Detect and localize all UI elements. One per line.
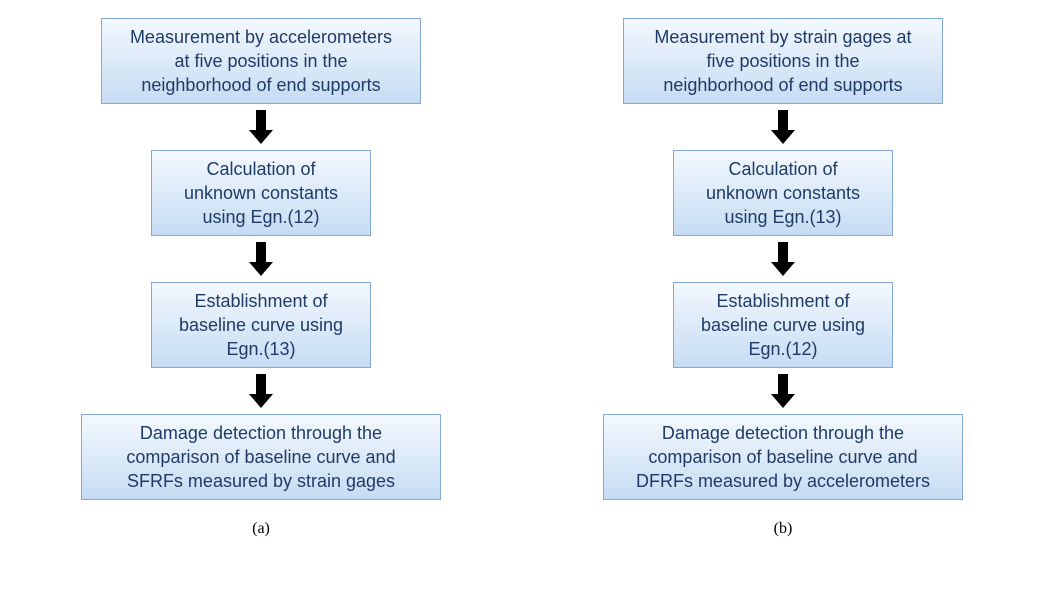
- flow-arrow: [771, 242, 795, 276]
- flow-arrow: [249, 242, 273, 276]
- flow-arrow: [771, 110, 795, 144]
- flow-node: Establishment of baseline curve using Eg…: [673, 282, 893, 368]
- flow-node: Measurement by strain gages at five posi…: [623, 18, 943, 104]
- column-caption: (a): [252, 520, 270, 538]
- flow-arrow: [771, 374, 795, 408]
- flow-node: Damage detection through the comparison …: [81, 414, 441, 500]
- column-caption: (b): [774, 520, 793, 538]
- flowchart-column-a: Measurement by accelerometers at five po…: [31, 18, 491, 538]
- flowchart-column-b: Measurement by strain gages at five posi…: [553, 18, 1013, 538]
- flow-node: Calculation of unknown constants using E…: [673, 150, 893, 236]
- flow-node: Establishment of baseline curve using Eg…: [151, 282, 371, 368]
- flow-node: Damage detection through the comparison …: [603, 414, 963, 500]
- flow-arrow: [249, 374, 273, 408]
- flow-arrow: [249, 110, 273, 144]
- flow-node: Measurement by accelerometers at five po…: [101, 18, 421, 104]
- flowchart-container: Measurement by accelerometers at five po…: [0, 0, 1044, 538]
- flow-node: Calculation of unknown constants using E…: [151, 150, 371, 236]
